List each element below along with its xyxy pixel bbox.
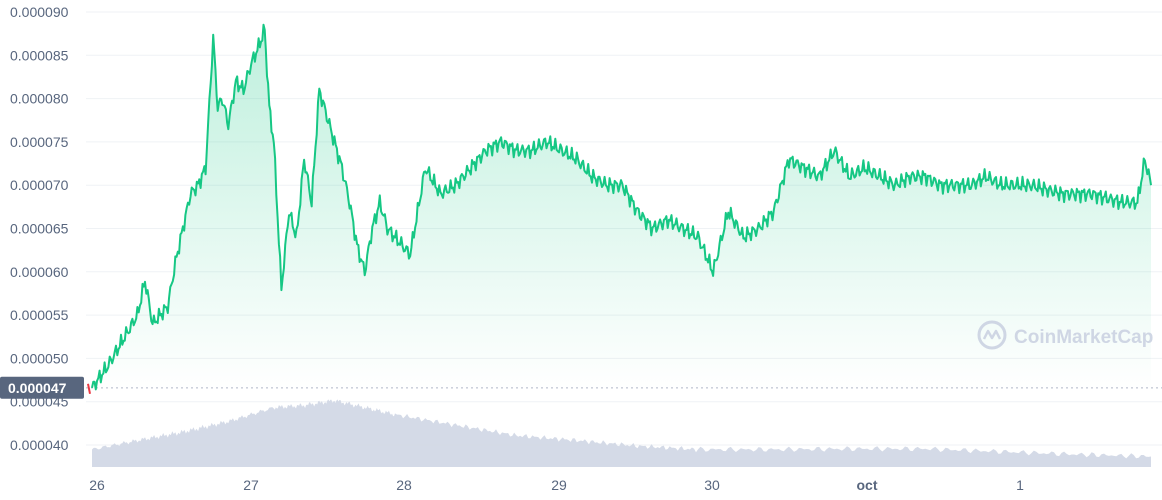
price-area-fill xyxy=(92,24,1151,390)
price-line-negative-segment xyxy=(87,383,91,395)
coinmarketcap-logo-icon xyxy=(977,320,1007,350)
x-tick-label-5: oct xyxy=(857,477,878,493)
line-layer xyxy=(87,23,1152,395)
baseline-price-label: 0.000047 xyxy=(8,380,67,396)
y-axis: 0.0000400.0000450.0000500.0000550.000060… xyxy=(10,4,69,453)
y-tick-label-8: 0.000080 xyxy=(10,91,69,107)
x-tick-label-3: 29 xyxy=(551,477,567,493)
x-tick-label-4: 30 xyxy=(704,477,720,493)
y-tick-label-6: 0.000070 xyxy=(10,177,69,193)
y-tick-label-9: 0.000085 xyxy=(10,47,69,63)
x-axis: 26 27 28 29 30 oct 1 xyxy=(89,477,1024,493)
y-tick-label-3: 0.000055 xyxy=(10,307,69,323)
baseline-price-badge: 0.000047 xyxy=(0,376,84,399)
x-tick-label-6: 1 xyxy=(1016,477,1024,493)
watermark-text: CoinMarketCap xyxy=(1014,327,1153,348)
y-tick-label-5: 0.000065 xyxy=(10,221,69,237)
y-tick-label-2: 0.000050 xyxy=(10,350,69,366)
volume-layer xyxy=(92,399,1151,467)
x-tick-label-1: 27 xyxy=(243,477,259,493)
price-line xyxy=(91,23,1152,391)
y-tick-label-7: 0.000075 xyxy=(10,134,69,150)
coinmarketcap-watermark: CoinMarketCap xyxy=(977,320,1153,350)
y-tick-label-0: 0.000040 xyxy=(10,437,69,453)
volume-area xyxy=(92,399,1151,467)
x-tick-label-2: 28 xyxy=(396,477,412,493)
x-tick-label-0: 26 xyxy=(89,477,105,493)
y-tick-label-10: 0.000090 xyxy=(10,4,69,20)
y-tick-label-4: 0.000060 xyxy=(10,264,69,280)
baseline-price-badge-bg xyxy=(0,376,84,399)
area-layer xyxy=(92,24,1151,390)
